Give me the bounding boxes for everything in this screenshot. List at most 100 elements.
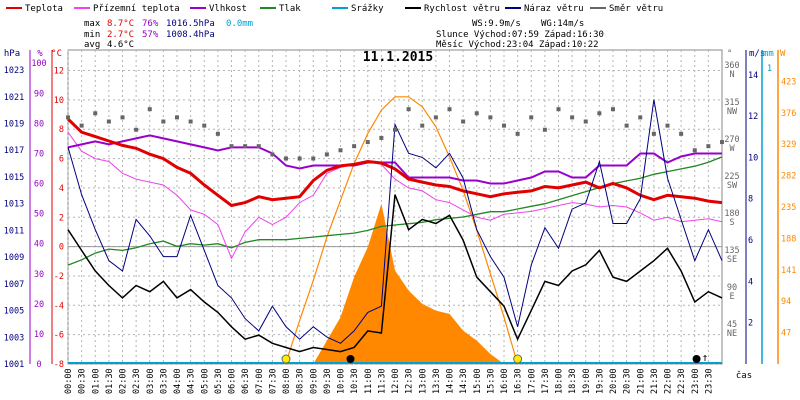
- axis-direction-tick: 225: [724, 172, 739, 182]
- x-tick-label: 06:00: [228, 368, 238, 394]
- axis-solar-tick: 376: [781, 109, 796, 119]
- stat-min-press: 1008.4hPa: [166, 30, 215, 40]
- series-ground-temp: [67, 131, 723, 260]
- series-wind-dir-point: [66, 115, 70, 120]
- solar-layer: [284, 96, 519, 365]
- axis-solar-tick: 423: [781, 77, 796, 87]
- x-tick-label: 09:00: [309, 368, 319, 394]
- x-tick-label: 01:30: [105, 368, 115, 394]
- x-tick-label: 21:30: [650, 368, 660, 394]
- x-tick-label: 05:30: [214, 368, 224, 394]
- axis-direction-label: W: [729, 144, 735, 154]
- axis-percent-tick: 30: [34, 270, 44, 280]
- series-gust: [67, 99, 723, 344]
- axis-hpa-tick: 1013: [4, 200, 24, 210]
- axis-celsius-tick: 12: [54, 67, 64, 77]
- series-wind-dir-point: [638, 115, 643, 120]
- x-tick-label: 19:30: [595, 368, 605, 394]
- legend-label: Srážky: [351, 4, 384, 14]
- x-tick-label: 07:00: [255, 368, 265, 394]
- axis-direction-label: S: [729, 218, 734, 228]
- axis-hpa-tick: 1023: [4, 66, 24, 76]
- legend-label: Vlhkost: [209, 4, 247, 14]
- series-wind-dir-point: [679, 131, 684, 136]
- x-tick-label: 23:30: [704, 368, 714, 394]
- series-wind-dir-point: [229, 144, 234, 149]
- axis-hpa-tick: 1003: [4, 333, 24, 343]
- series-wind-dir-point: [215, 131, 220, 136]
- series-wind-dir-point: [474, 111, 479, 116]
- x-tick-label: 04:30: [187, 368, 197, 394]
- x-tick-label: 11:30: [377, 368, 387, 394]
- axis-direction-label: N: [729, 70, 734, 80]
- axis-direction-tick: 315: [724, 98, 739, 108]
- stat-ws: WS:9.9m/s: [472, 19, 521, 29]
- x-tick-label: 18:00: [555, 368, 565, 394]
- axis-wind-unit: m/s: [749, 49, 765, 59]
- axis-solar-tick: 235: [781, 203, 796, 213]
- x-tick-label: 04:00: [173, 368, 183, 394]
- axes-layer: 1023102110191017101510131011100910071005…: [4, 49, 797, 394]
- axis-solar-tick: 329: [781, 140, 796, 150]
- axis-solar-tick: 94: [781, 297, 791, 307]
- axis-wind-tick: 8: [748, 195, 753, 205]
- axis-percent-unit: %: [37, 49, 43, 59]
- series-wind-dir-point: [433, 115, 438, 120]
- series-wind-dir-point: [297, 156, 302, 161]
- series-wind-dir-point: [352, 144, 357, 149]
- axis-celsius-tick: 6: [59, 155, 64, 165]
- x-tick-label: 18:30: [568, 368, 578, 394]
- x-tick-label: 22:00: [664, 368, 674, 394]
- series-wind-dir-point: [611, 107, 615, 112]
- x-tick-label: 16:30: [514, 368, 524, 394]
- chart-title: 11.1.2015: [363, 50, 433, 65]
- series-wind-dir-point: [556, 107, 561, 112]
- series-humidity: [67, 134, 722, 185]
- x-tick-label: 21:00: [636, 368, 646, 394]
- axis-percent-tick: 0: [36, 360, 41, 370]
- x-tick-label: 02:00: [119, 368, 129, 394]
- x-tick-label: 00:00: [64, 368, 74, 394]
- axis-hpa-tick: 1019: [4, 119, 24, 129]
- legend-label: Náraz větru: [524, 4, 584, 14]
- legend-label: Teplota: [25, 4, 63, 14]
- series-wind-dir-point: [515, 131, 520, 136]
- stat-max-rain: 0.0mm: [226, 19, 253, 29]
- series-wind-dir-point: [570, 115, 575, 120]
- legend-label: Rychlost větru: [424, 4, 500, 14]
- axis-solar-tick: 282: [781, 172, 796, 182]
- series-wind-dir-point: [420, 123, 425, 128]
- axis-percent-tick: 70: [34, 149, 44, 159]
- x-tick-label: 20:00: [609, 368, 619, 394]
- axis-celsius-tick: -4: [54, 301, 64, 311]
- x-tick-label: 08:30: [296, 368, 306, 394]
- stat-sun: Slunce Východ:07:59 Západ:16:30: [436, 30, 604, 40]
- series-wind-dir-point: [270, 152, 275, 157]
- series-wind-dir-point: [665, 123, 670, 128]
- axis-hpa-tick: 1015: [4, 173, 24, 183]
- stat-max-hum: 76%: [142, 19, 159, 29]
- x-tick-label: 10:30: [350, 368, 360, 394]
- series-wind-dir-point: [324, 152, 329, 157]
- x-tick-label: 10:00: [337, 368, 347, 394]
- legend-label: Tlak: [279, 4, 301, 14]
- series-wind-speed: [67, 194, 723, 353]
- stat-avg-label: avg: [84, 40, 100, 50]
- axis-solar-tick: 141: [781, 266, 796, 276]
- axis-solar-tick: 47: [781, 329, 791, 339]
- x-tick-label: 02:30: [132, 368, 142, 394]
- legend-label: Směr větru: [609, 4, 663, 14]
- axis-hpa-unit: hPa: [4, 49, 20, 59]
- series-wind-dir-point: [311, 156, 316, 161]
- series-wind-dir-point: [243, 144, 248, 149]
- x-tick-label: 16:00: [500, 368, 510, 394]
- series-temperature: [66, 117, 723, 208]
- axis-percent-tick: 20: [34, 300, 44, 310]
- series-wind-dir-point: [720, 140, 724, 145]
- series-layer: ↑: [66, 99, 724, 364]
- stat-max-temp: 8.7°C: [107, 19, 134, 29]
- x-tick-label: 00:30: [78, 368, 88, 394]
- series-wind-dir-point: [79, 123, 84, 128]
- x-tick-label: 01:00: [91, 368, 101, 394]
